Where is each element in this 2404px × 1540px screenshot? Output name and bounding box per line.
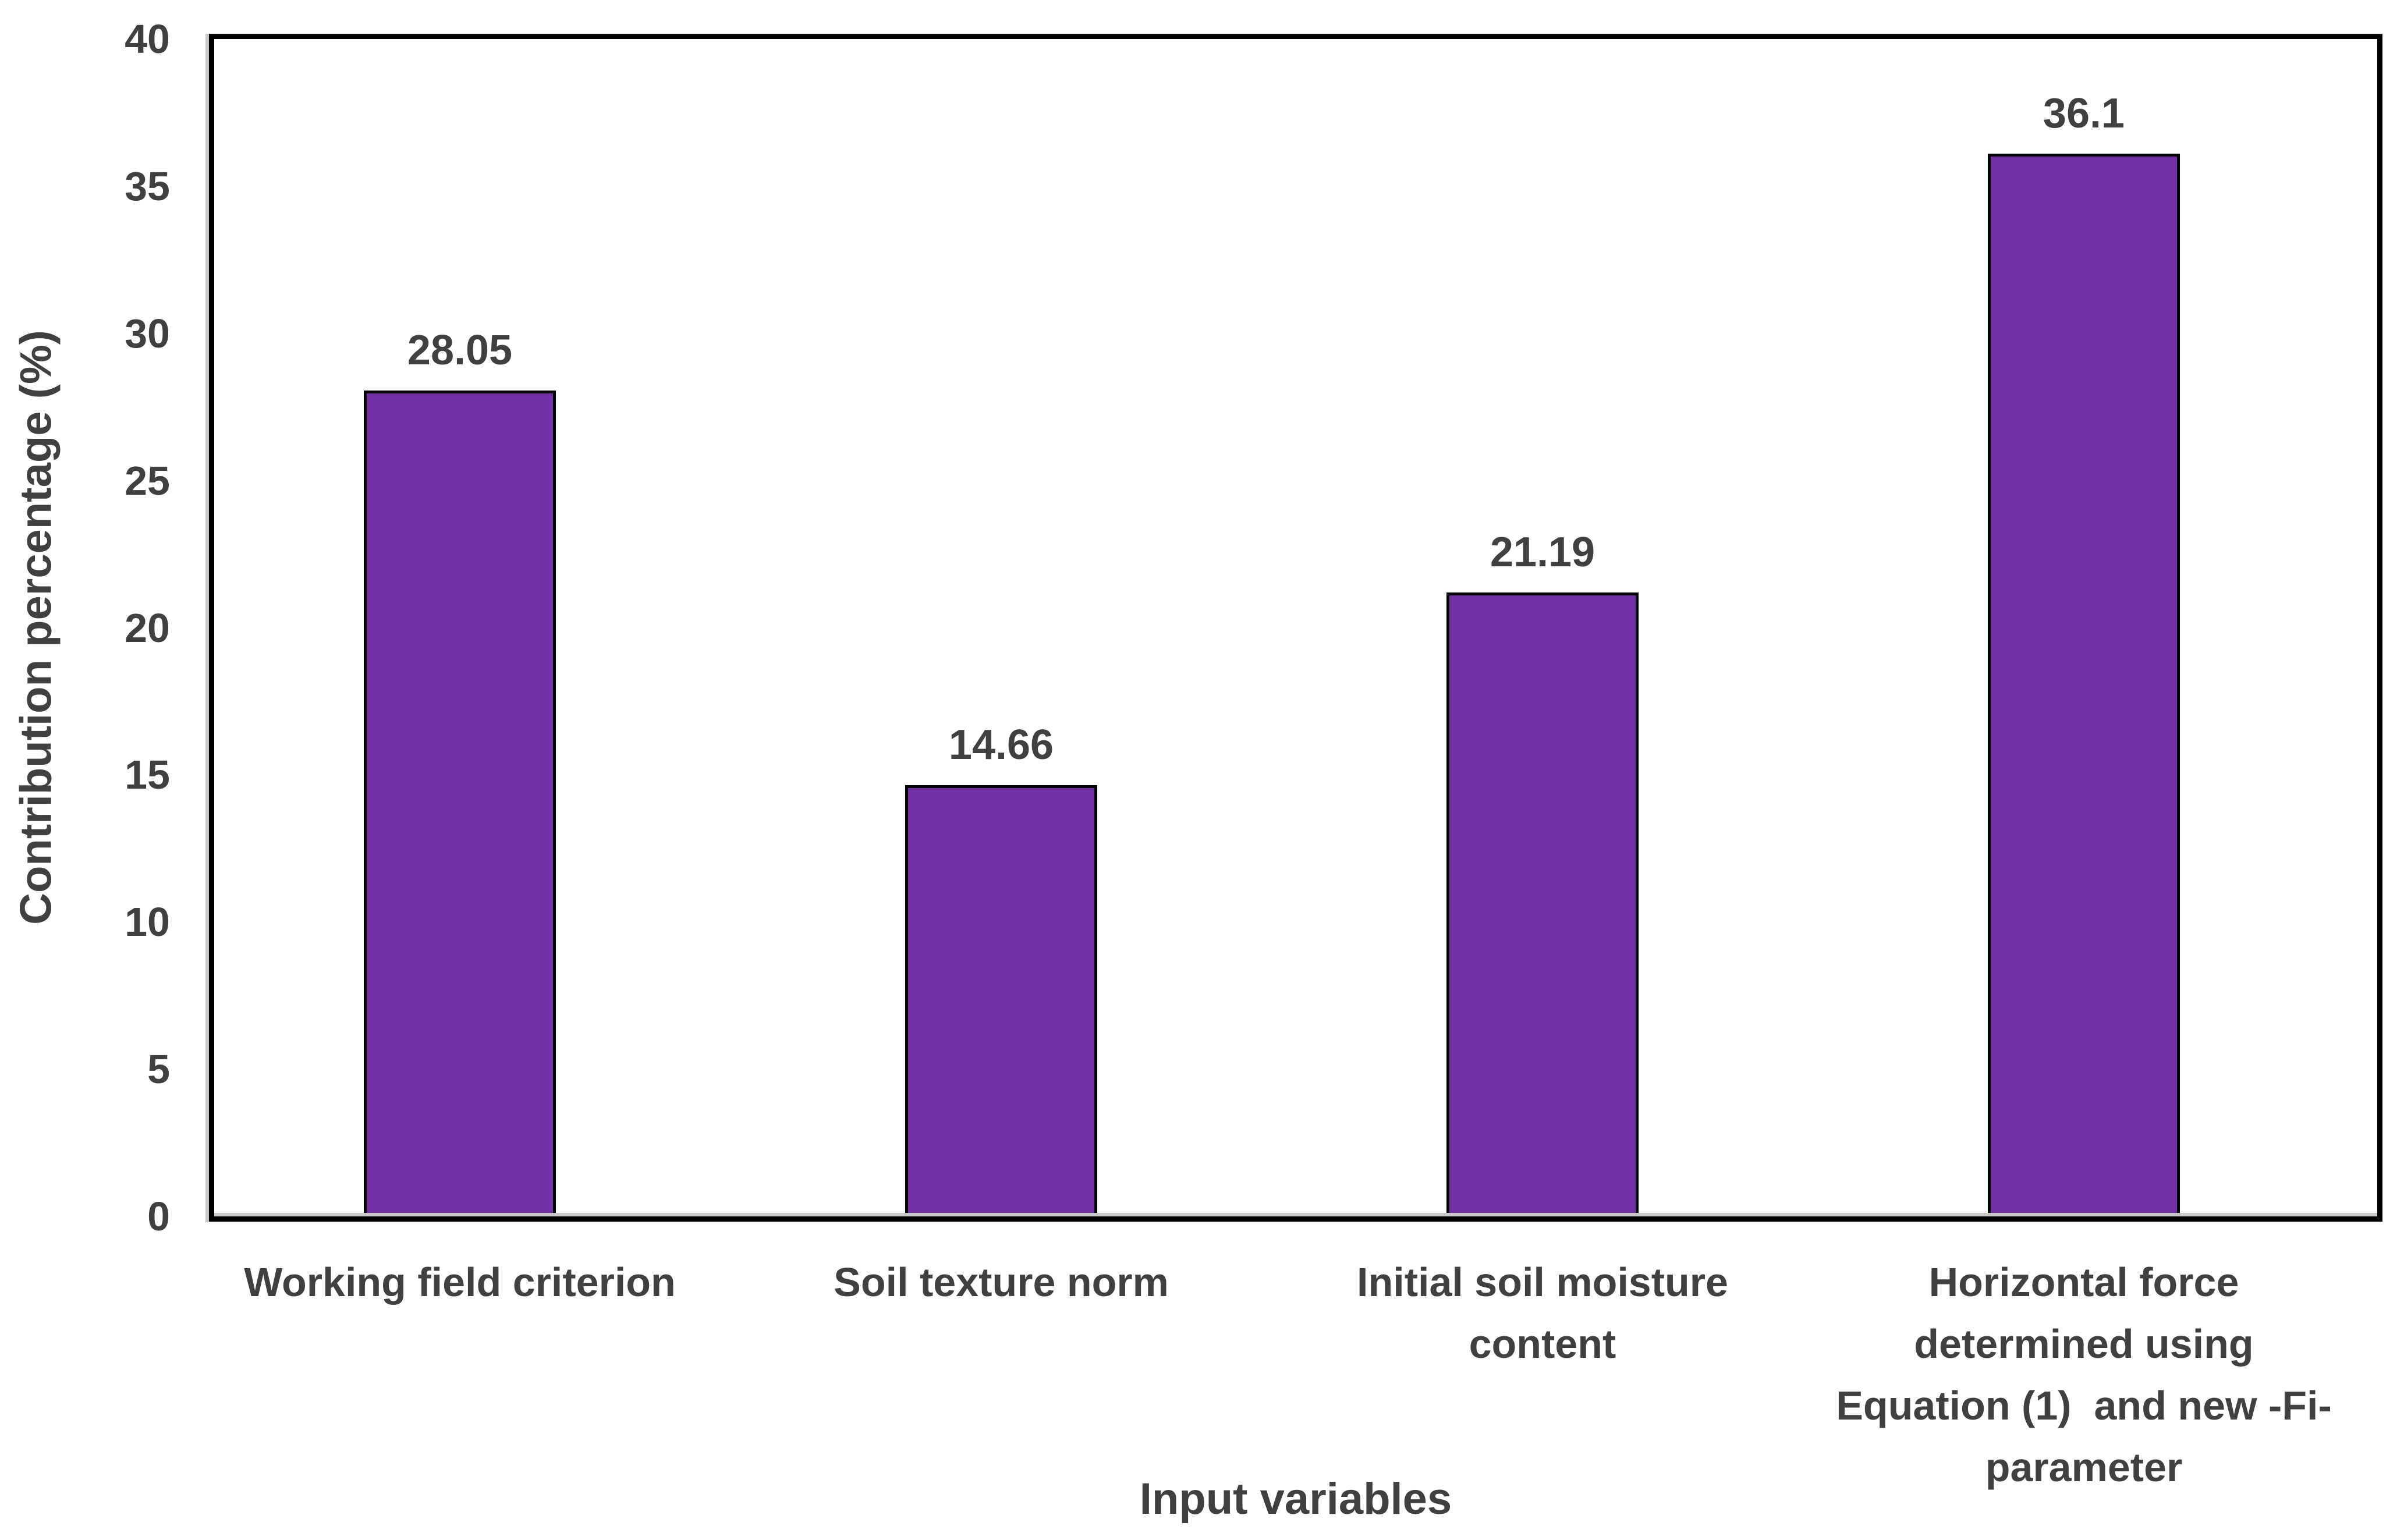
y-axis-line: [205, 34, 209, 1222]
y-tick-label-0: 0: [147, 1194, 170, 1239]
bar-value-label-0: 28.05: [407, 327, 513, 374]
category-label-3-line-1: determined using: [1914, 1321, 2254, 1367]
bar-0: [364, 391, 556, 1216]
bar-3: [1988, 154, 2180, 1216]
category-label-3: Horizontal force determined using Equation…: [1735, 1251, 2404, 1498]
bar-2: [1446, 592, 1639, 1216]
bar-value-label-1: 14.66: [948, 722, 1054, 768]
category-label-1: Soil texture norm: [652, 1251, 1350, 1313]
category-label-2-line-1: content: [1469, 1321, 1616, 1367]
bar-value-label-2: 21.19: [1490, 529, 1595, 576]
y-tick-label-25: 25: [125, 458, 170, 503]
y-tick-label-5: 5: [147, 1046, 170, 1092]
category-label-2: Initial soil moisture content: [1193, 1251, 1892, 1375]
category-label-1-line-0: Soil texture norm: [834, 1259, 1169, 1305]
y-tick-label-15: 15: [125, 752, 170, 797]
y-tick-label-10: 10: [125, 899, 170, 945]
x-axis-line: [214, 1213, 2377, 1216]
y-tick-label-35: 35: [125, 164, 170, 209]
plot-area: [209, 34, 2382, 1222]
y-tick-label-20: 20: [125, 605, 170, 651]
y-tick-label-30: 30: [125, 311, 170, 356]
category-label-0: Working field criterion: [111, 1251, 809, 1313]
category-label-3-line-0: Horizontal force: [1928, 1259, 2239, 1305]
category-label-0-line-0: Working field criterion: [244, 1259, 676, 1305]
x-axis-title: Input variables: [1139, 1474, 1452, 1524]
bar-1: [905, 785, 1097, 1216]
bar-value-label-3: 36.1: [2043, 90, 2125, 137]
category-label-2-line-0: Initial soil moisture: [1357, 1259, 1728, 1305]
category-label-3-line-3: parameter: [1985, 1445, 2183, 1490]
category-label-3-line-2: Equation (1) and new -Fi-: [1836, 1383, 2332, 1428]
y-tick-label-40: 40: [125, 16, 170, 62]
